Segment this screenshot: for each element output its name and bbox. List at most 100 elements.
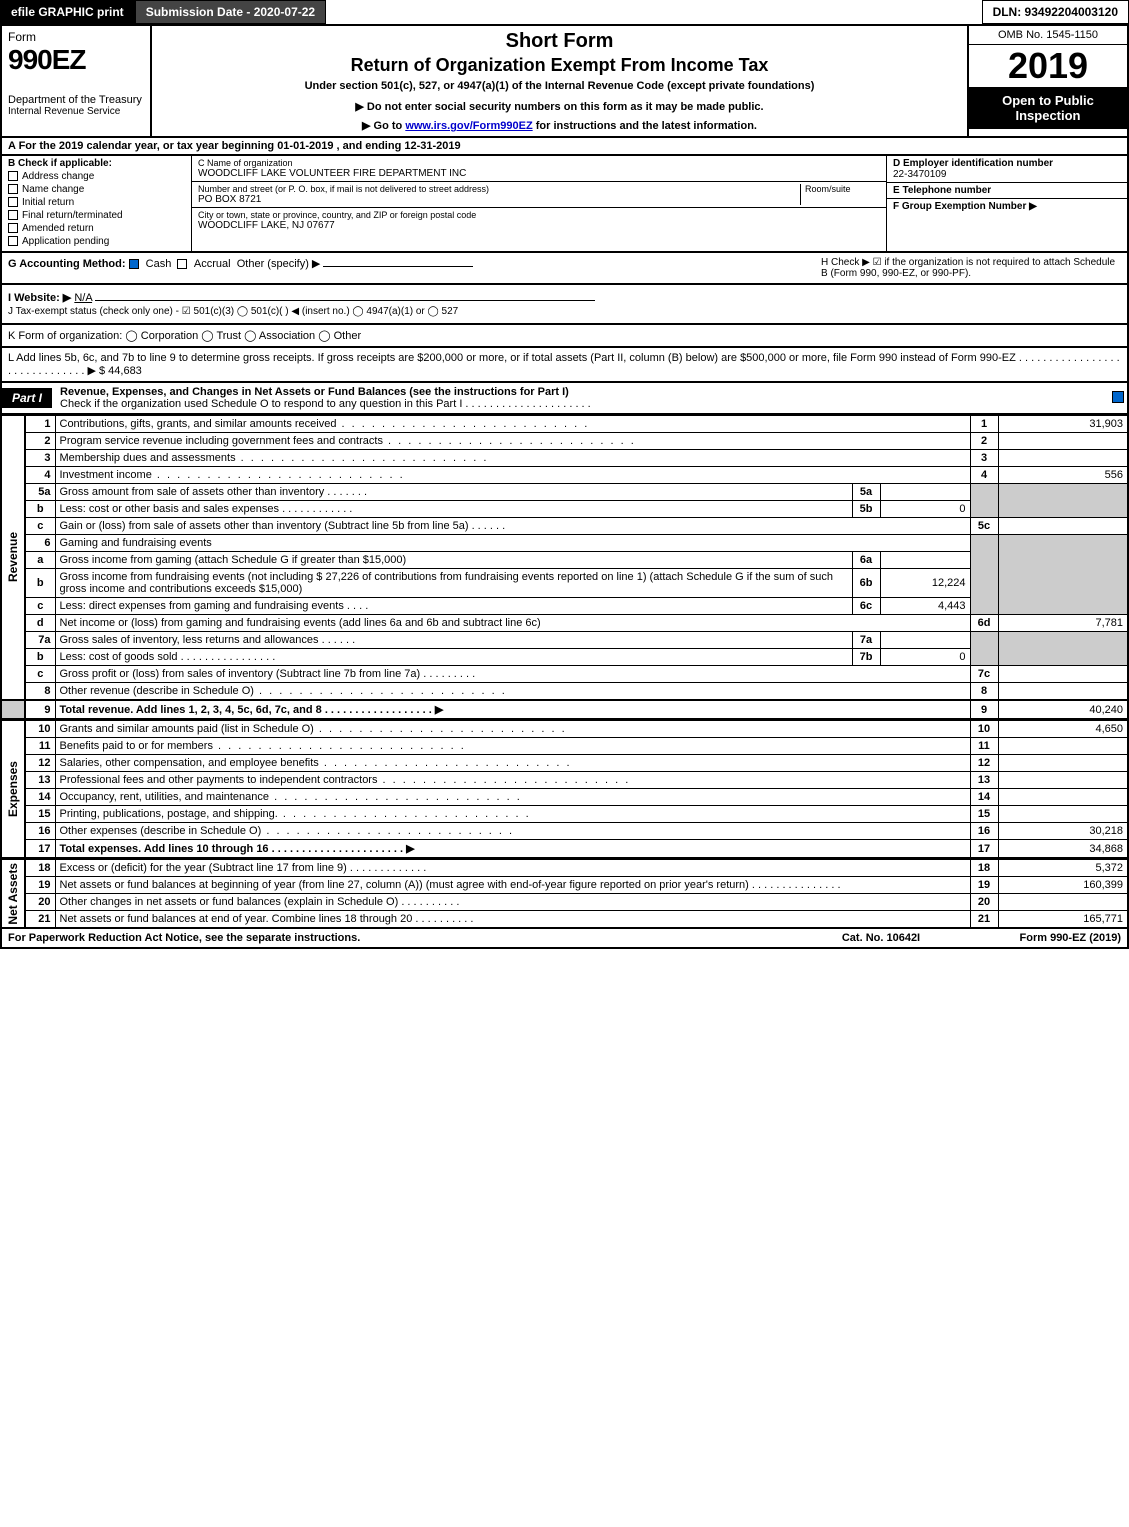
line-num: 18 bbox=[25, 860, 55, 877]
part1-checkbox[interactable] bbox=[1112, 391, 1124, 403]
line-num: 19 bbox=[25, 877, 55, 894]
title-short-form: Short Form bbox=[162, 30, 957, 53]
line-rnum: 13 bbox=[970, 772, 998, 789]
checkbox-final-return[interactable] bbox=[8, 210, 18, 220]
line-num: 9 bbox=[25, 700, 55, 719]
line-rval bbox=[998, 772, 1128, 789]
line-num: 10 bbox=[25, 721, 55, 738]
info-block: B Check if applicable: Address change Na… bbox=[0, 156, 1129, 253]
part1-check-line: Check if the organization used Schedule … bbox=[60, 398, 1101, 410]
submission-date-label: Submission Date - 2020-07-22 bbox=[135, 0, 326, 24]
line-rval: 5,372 bbox=[998, 860, 1128, 877]
irs-link[interactable]: www.irs.gov/Form990EZ bbox=[405, 120, 532, 132]
line-desc: Professional fees and other payments to … bbox=[60, 774, 378, 786]
mid-box: 5a bbox=[852, 484, 880, 501]
line-num: b bbox=[25, 501, 55, 518]
cb-label: Address change bbox=[22, 171, 94, 182]
website-value: N/A bbox=[74, 292, 92, 304]
line-num: 5a bbox=[25, 484, 55, 501]
line-num: d bbox=[25, 615, 55, 632]
open-to-public: Open to Public Inspection bbox=[969, 87, 1127, 129]
line-rval bbox=[998, 789, 1128, 806]
line-a: A For the 2019 calendar year, or tax yea… bbox=[0, 138, 1129, 156]
line-rnum: 6d bbox=[970, 615, 998, 632]
line-desc: Excess or (deficit) for the year (Subtra… bbox=[60, 862, 347, 874]
cb-label: Initial return bbox=[22, 197, 74, 208]
line-num: 13 bbox=[25, 772, 55, 789]
checkbox-accrual[interactable] bbox=[177, 259, 187, 269]
dln-label: DLN: 93492204003120 bbox=[982, 0, 1129, 24]
line-rval bbox=[998, 738, 1128, 755]
form-header: Form 990EZ Department of the Treasury In… bbox=[0, 26, 1129, 138]
f-group-label: F Group Exemption Number ▶ bbox=[893, 201, 1121, 212]
h-line: H Check ▶ ☑ if the organization is not r… bbox=[821, 257, 1121, 279]
city-value: WOODCLIFF LAKE, NJ 07677 bbox=[198, 220, 880, 231]
street-label: Number and street (or P. O. box, if mail… bbox=[198, 184, 800, 194]
line-rval bbox=[998, 518, 1128, 535]
tax-year: 2019 bbox=[969, 45, 1127, 87]
header-center: Short Form Return of Organization Exempt… bbox=[152, 26, 967, 136]
part1-header: Part I Revenue, Expenses, and Changes in… bbox=[0, 383, 1129, 415]
g-label: G Accounting Method: bbox=[8, 258, 126, 270]
line-num: 15 bbox=[25, 806, 55, 823]
line-rval bbox=[998, 683, 1128, 701]
line-num: 20 bbox=[25, 894, 55, 911]
line-desc: Other expenses (describe in Schedule O) bbox=[60, 825, 262, 837]
line-num: 21 bbox=[25, 911, 55, 929]
line-rnum: 3 bbox=[970, 450, 998, 467]
mid-val bbox=[880, 552, 970, 569]
line-rval: 30,218 bbox=[998, 823, 1128, 840]
efile-print-button[interactable]: efile GRAPHIC print bbox=[0, 0, 135, 24]
mid-val: 0 bbox=[880, 501, 970, 518]
line-desc: Printing, publications, postage, and shi… bbox=[60, 808, 278, 820]
cb-label: Final return/terminated bbox=[22, 210, 123, 221]
other-label: Other (specify) ▶ bbox=[237, 258, 321, 270]
checkbox-name-change[interactable] bbox=[8, 184, 18, 194]
room-label: Room/suite bbox=[805, 184, 880, 194]
expenses-table: Expenses 10 Grants and similar amounts p… bbox=[0, 720, 1129, 859]
line-desc: Membership dues and assessments bbox=[60, 452, 236, 464]
line-desc: Investment income bbox=[60, 469, 152, 481]
line-num: 4 bbox=[25, 467, 55, 484]
box-b: B Check if applicable: Address change Na… bbox=[2, 156, 192, 251]
goto-pre: ▶ Go to bbox=[362, 120, 405, 132]
cb-label: Name change bbox=[22, 184, 84, 195]
line-rnum: 11 bbox=[970, 738, 998, 755]
line-desc: Contributions, gifts, grants, and simila… bbox=[60, 418, 337, 430]
line-rnum: 17 bbox=[970, 840, 998, 859]
mid-box: 5b bbox=[852, 501, 880, 518]
department-label: Department of the Treasury bbox=[8, 94, 144, 106]
line-desc: Benefits paid to or for members bbox=[60, 740, 213, 752]
d-ein-label: D Employer identification number bbox=[893, 158, 1121, 169]
line-desc: Gain or (loss) from sale of assets other… bbox=[60, 520, 469, 532]
line-rnum: 7c bbox=[970, 666, 998, 683]
ssn-warning: ▶ Do not enter social security numbers o… bbox=[162, 100, 957, 113]
line-num: 3 bbox=[25, 450, 55, 467]
header-right: OMB No. 1545-1150 2019 Open to Public In… bbox=[967, 26, 1127, 136]
line-rval bbox=[998, 806, 1128, 823]
goto-post: for instructions and the latest informat… bbox=[536, 120, 757, 132]
line-num: 2 bbox=[25, 433, 55, 450]
line-desc: Gross income from gaming (attach Schedul… bbox=[55, 552, 852, 569]
irs-label: Internal Revenue Service bbox=[8, 106, 144, 117]
line-num: 11 bbox=[25, 738, 55, 755]
line-desc: Gross sales of inventory, less returns a… bbox=[60, 634, 319, 646]
line-num: a bbox=[25, 552, 55, 569]
e-phone-label: E Telephone number bbox=[893, 185, 1121, 196]
line-rnum: 21 bbox=[970, 911, 998, 929]
cash-label: Cash bbox=[146, 258, 172, 270]
line-desc: Grants and similar amounts paid (list in… bbox=[60, 723, 314, 735]
mid-box: 6a bbox=[852, 552, 880, 569]
checkbox-amended-return[interactable] bbox=[8, 223, 18, 233]
line-desc: Less: direct expenses from gaming and fu… bbox=[60, 600, 344, 612]
cb-label: Amended return bbox=[22, 223, 94, 234]
line-rval: 31,903 bbox=[998, 416, 1128, 433]
line-desc: Program service revenue including govern… bbox=[60, 435, 383, 447]
line-rnum: 1 bbox=[970, 416, 998, 433]
line-rval bbox=[998, 433, 1128, 450]
checkbox-application-pending[interactable] bbox=[8, 236, 18, 246]
header-left: Form 990EZ Department of the Treasury In… bbox=[2, 26, 152, 136]
checkbox-address-change[interactable] bbox=[8, 171, 18, 181]
checkbox-initial-return[interactable] bbox=[8, 197, 18, 207]
checkbox-cash[interactable] bbox=[129, 259, 139, 269]
